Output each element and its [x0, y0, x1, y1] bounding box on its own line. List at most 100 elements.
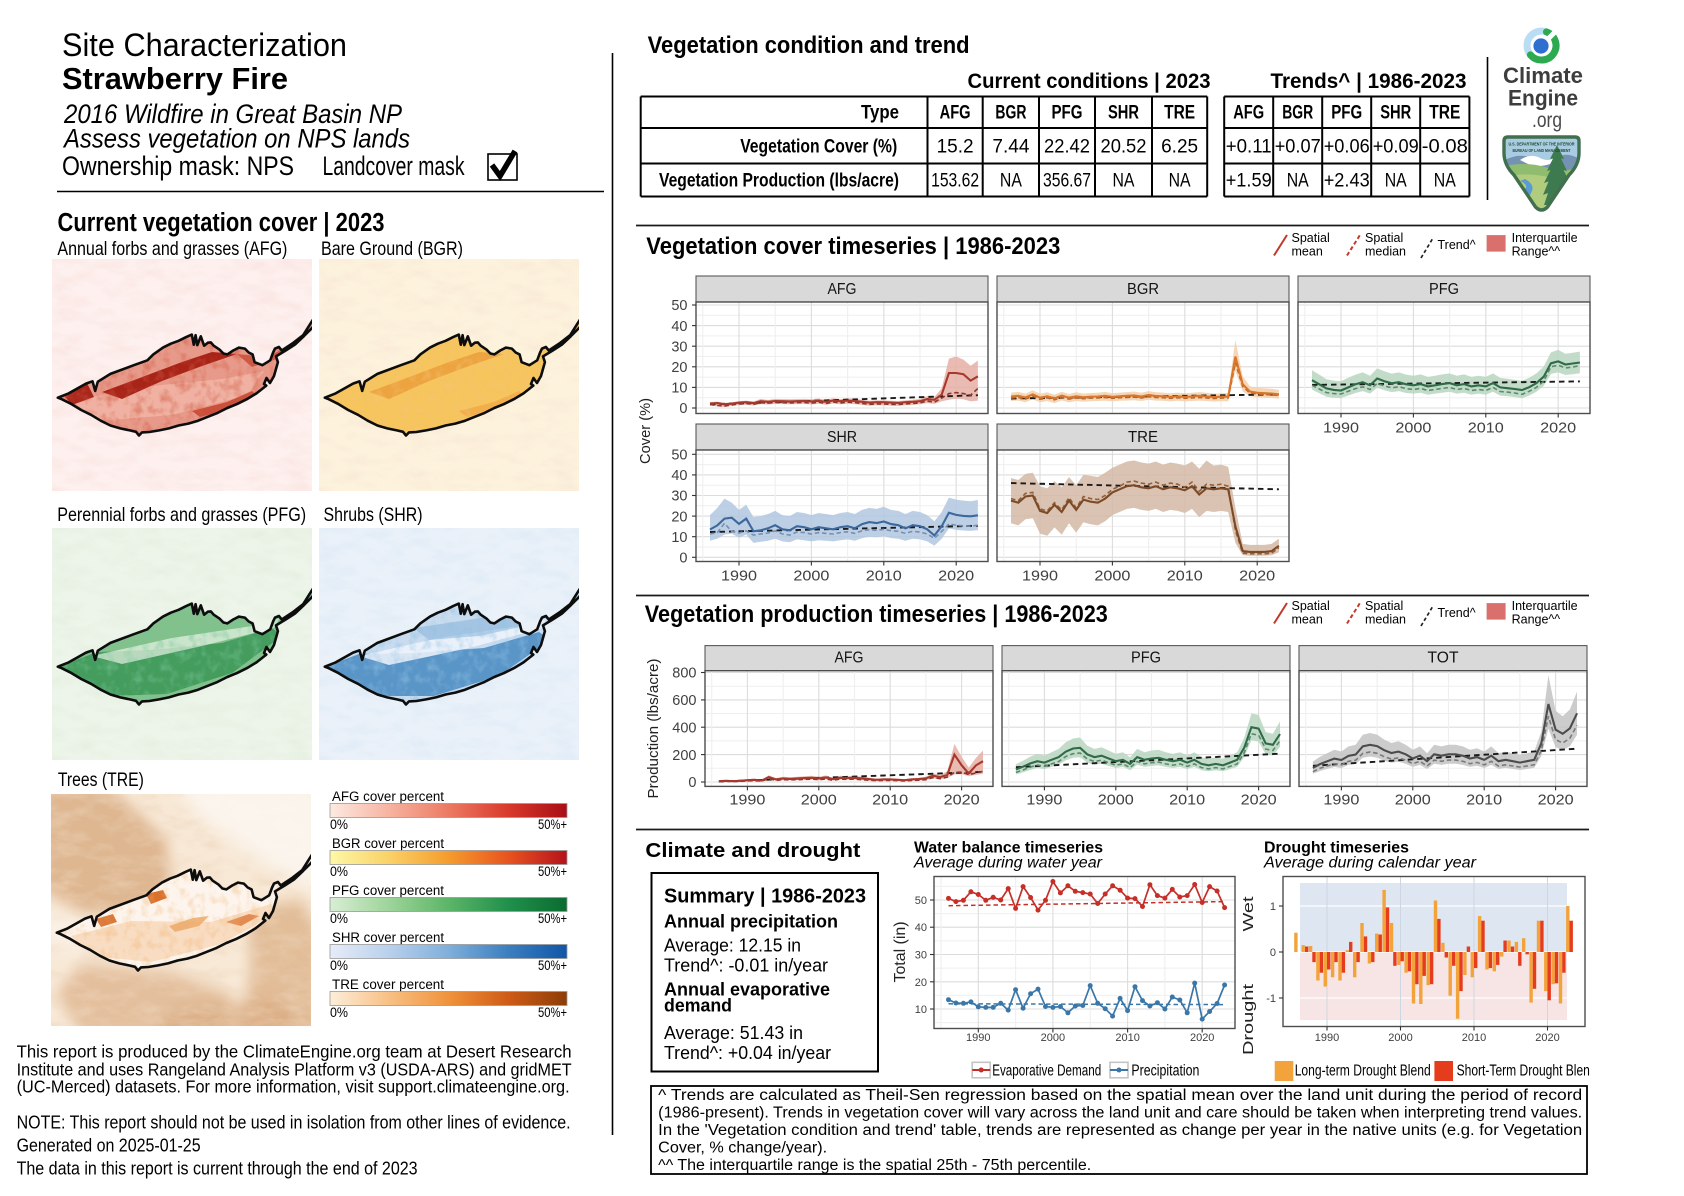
svg-text:0: 0: [679, 551, 687, 567]
svg-text:Vegetation cover timeseries |: Vegetation cover timeseries | 1986-2023: [646, 233, 1060, 260]
svg-text:1990: 1990: [1315, 1032, 1339, 1044]
svg-text:2000: 2000: [1395, 420, 1431, 437]
svg-text:2010: 2010: [1468, 420, 1504, 437]
svg-text:50%+: 50%+: [538, 1005, 567, 1020]
svg-text:Cover, % change/year).: Cover, % change/year).: [658, 1140, 827, 1157]
svg-text:Climate and drought: Climate and drought: [645, 839, 860, 862]
svg-text:(1986-present). Trends in vege: (1986-present). Trends in vegetation cov…: [658, 1105, 1582, 1122]
svg-text:2020: 2020: [1540, 420, 1576, 437]
svg-text:SHR: SHR: [1108, 102, 1139, 124]
svg-text:mean: mean: [1292, 613, 1323, 627]
svg-text:15.2: 15.2: [937, 135, 974, 157]
svg-text:40: 40: [915, 922, 927, 934]
svg-text:Institute and uses Rangeland A: Institute and uses Rangeland Analysis Pl…: [17, 1059, 572, 1079]
svg-text:0%: 0%: [330, 817, 348, 832]
svg-text:Average during water year: Average during water year: [913, 854, 1103, 871]
svg-text:TRE: TRE: [1128, 429, 1158, 446]
svg-text:10: 10: [671, 530, 687, 546]
svg-text:50%+: 50%+: [538, 958, 567, 973]
svg-text:2000: 2000: [1388, 1032, 1412, 1044]
svg-text:1990: 1990: [966, 1032, 990, 1044]
svg-text:Engine: Engine: [1508, 86, 1578, 111]
svg-text:1990: 1990: [729, 791, 765, 808]
svg-text:Evaporative Demand: Evaporative Demand: [992, 1062, 1101, 1079]
svg-text:Vegetation production timeseri: Vegetation production timeseries | 1986-…: [645, 601, 1108, 628]
svg-text:2010: 2010: [1167, 567, 1203, 584]
svg-text:Trend^: Trend^: [1438, 606, 1476, 620]
svg-text:+0.06: +0.06: [1324, 135, 1370, 157]
svg-text:200: 200: [672, 748, 696, 764]
svg-text:0%: 0%: [330, 864, 348, 879]
svg-text:Total (in): Total (in): [892, 922, 909, 983]
svg-text:NOTE: This report should not b: NOTE: This report should not be used in …: [17, 1113, 571, 1133]
svg-text:.org: .org: [1532, 109, 1562, 132]
svg-text:Spatial: Spatial: [1365, 599, 1403, 613]
svg-text:2000: 2000: [801, 791, 837, 808]
svg-text:0: 0: [1270, 947, 1276, 959]
svg-text:Summary | 1986-2023: Summary | 1986-2023: [664, 885, 866, 908]
svg-text:2000: 2000: [1094, 567, 1130, 584]
svg-text:BGR: BGR: [1282, 102, 1313, 124]
svg-text:0%: 0%: [330, 1005, 348, 1020]
svg-text:7.44: 7.44: [992, 135, 1029, 157]
svg-text:-0.08: -0.08: [1422, 135, 1468, 157]
svg-text:Annual forbs and grasses (AFG): Annual forbs and grasses (AFG): [57, 238, 287, 260]
svg-text:Trends^ | 1986-2023: Trends^ | 1986-2023: [1271, 69, 1467, 93]
svg-text:Landcover mask: Landcover mask: [323, 151, 465, 181]
svg-text:0: 0: [679, 401, 687, 417]
svg-text:(UC-Merced) datasets. For more: (UC-Merced) datasets. For more informati…: [17, 1077, 570, 1097]
svg-text:2010: 2010: [872, 791, 908, 808]
svg-text:Interquartile: Interquartile: [1512, 599, 1578, 613]
svg-text:The data in this report is cur: The data in this report is current throu…: [17, 1158, 418, 1178]
svg-text:0%: 0%: [330, 958, 348, 973]
svg-text:Trend^: -0.01 in/year: Trend^: -0.01 in/year: [664, 955, 828, 976]
svg-text:TOT: TOT: [1428, 650, 1460, 667]
svg-text:NA: NA: [1385, 169, 1407, 191]
svg-text:Vegetation Production (lbs/acr: Vegetation Production (lbs/acre): [659, 169, 899, 191]
svg-text:NA: NA: [1000, 169, 1022, 191]
svg-text:-1: -1: [1266, 993, 1276, 1005]
svg-text:2020: 2020: [1538, 791, 1574, 808]
svg-text:800: 800: [672, 666, 696, 682]
svg-text:20.52: 20.52: [1101, 135, 1147, 157]
svg-text:2020: 2020: [938, 567, 974, 584]
svg-text:Water balance timeseries: Water balance timeseries: [914, 840, 1103, 857]
svg-text:Shrubs (SHR): Shrubs (SHR): [324, 504, 423, 526]
svg-text:Current vegetation cover | 202: Current vegetation cover | 2023: [58, 209, 385, 237]
svg-text:Annual evaporative: Annual evaporative: [664, 980, 830, 1000]
svg-text:30: 30: [671, 339, 687, 355]
svg-text:mean: mean: [1292, 245, 1323, 259]
svg-text:50%+: 50%+: [538, 911, 567, 926]
svg-text:PFG: PFG: [1429, 281, 1459, 298]
svg-text:600: 600: [672, 693, 696, 709]
svg-text:50%+: 50%+: [538, 864, 567, 879]
svg-text:This report is produced by the: This report is produced by the ClimateEn…: [17, 1042, 572, 1062]
svg-text:Spatial: Spatial: [1365, 231, 1403, 245]
svg-text:Production (lbs/acre): Production (lbs/acre): [645, 659, 662, 799]
svg-text:Long-term Drought Blend: Long-term Drought Blend: [1295, 1062, 1431, 1079]
svg-text:+1.59: +1.59: [1226, 169, 1272, 191]
svg-text:+0.07: +0.07: [1275, 135, 1321, 157]
svg-text:PFG cover percent: PFG cover percent: [332, 883, 444, 898]
svg-text:TRE cover percent: TRE cover percent: [332, 977, 444, 992]
svg-text:Trees (TRE): Trees (TRE): [58, 769, 144, 791]
svg-text:Vegetation Cover (%): Vegetation Cover (%): [740, 135, 897, 157]
svg-text:Average: 12.15 in: Average: 12.15 in: [664, 935, 801, 956]
svg-text:AFG: AFG: [1233, 102, 1264, 124]
svg-text:30: 30: [671, 489, 687, 505]
svg-text:0: 0: [688, 775, 696, 791]
svg-text:Spatial: Spatial: [1292, 599, 1330, 613]
svg-text:+0.11: +0.11: [1226, 135, 1272, 157]
svg-text:Bare Ground (BGR): Bare Ground (BGR): [321, 238, 463, 260]
svg-text:Average during calendar year: Average during calendar year: [1263, 854, 1477, 871]
svg-text:50: 50: [671, 448, 687, 464]
svg-text:Annual precipitation: Annual precipitation: [664, 912, 838, 932]
svg-text:NA: NA: [1434, 169, 1456, 191]
svg-text:2000: 2000: [1041, 1032, 1065, 1044]
svg-text:U.S. DEPARTMENT OF THE INTERIO: U.S. DEPARTMENT OF THE INTERIOR: [1509, 142, 1575, 148]
svg-text:Climate: Climate: [1503, 63, 1583, 88]
svg-text:0%: 0%: [330, 911, 348, 926]
svg-text:In the 'Vegetation condition a: In the 'Vegetation condition and trend' …: [658, 1122, 1582, 1139]
svg-text:Type: Type: [861, 102, 899, 124]
svg-text:Current conditions | 2023: Current conditions | 2023: [968, 69, 1211, 93]
